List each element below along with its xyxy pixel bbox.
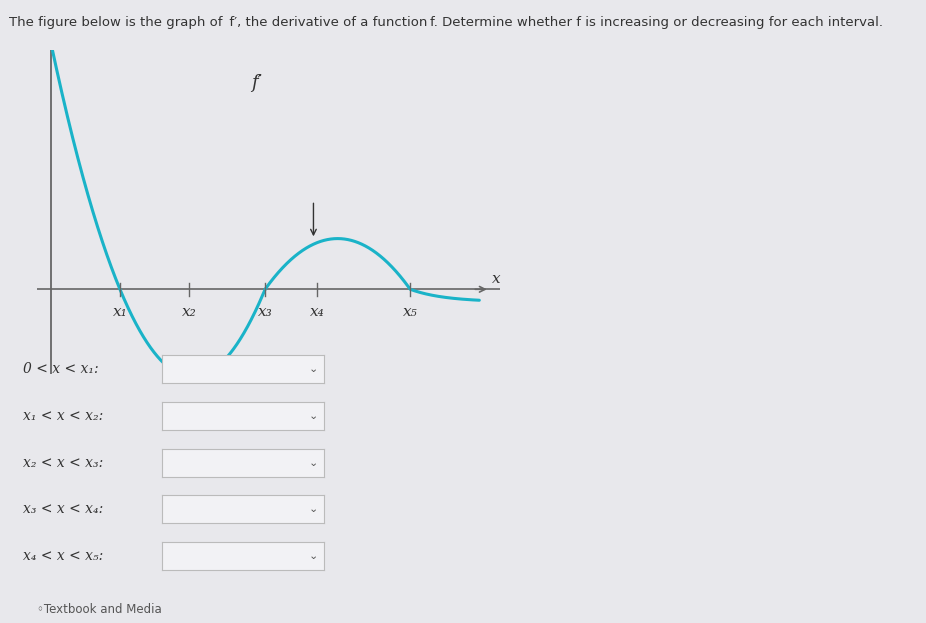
Text: x₄: x₄ bbox=[309, 305, 324, 319]
Text: ⌄: ⌄ bbox=[308, 457, 318, 468]
Text: ⌄: ⌄ bbox=[308, 504, 318, 515]
Text: ⌄: ⌄ bbox=[308, 411, 318, 421]
Text: ⌄: ⌄ bbox=[308, 364, 318, 374]
Text: x₃: x₃ bbox=[257, 305, 272, 319]
Text: x₃ < x < x₄:: x₃ < x < x₄: bbox=[23, 502, 104, 516]
Text: x₅: x₅ bbox=[403, 305, 418, 319]
Text: 0 < x < x₁:: 0 < x < x₁: bbox=[23, 362, 99, 376]
Text: x₁: x₁ bbox=[113, 305, 128, 319]
Text: ⌄: ⌄ bbox=[308, 551, 318, 561]
Text: x₁ < x < x₂:: x₁ < x < x₂: bbox=[23, 409, 104, 423]
Text: x₂ < x < x₃:: x₂ < x < x₃: bbox=[23, 455, 104, 470]
Text: f′: f′ bbox=[251, 74, 262, 92]
Text: x: x bbox=[492, 272, 500, 286]
Text: The figure below is the graph of  f′, the derivative of a function f. Determine : The figure below is the graph of f′, the… bbox=[9, 16, 883, 29]
Text: ◦Textbook and Media: ◦Textbook and Media bbox=[37, 602, 162, 616]
Text: x₂: x₂ bbox=[181, 305, 196, 319]
Text: x₄ < x < x₅:: x₄ < x < x₅: bbox=[23, 549, 104, 563]
